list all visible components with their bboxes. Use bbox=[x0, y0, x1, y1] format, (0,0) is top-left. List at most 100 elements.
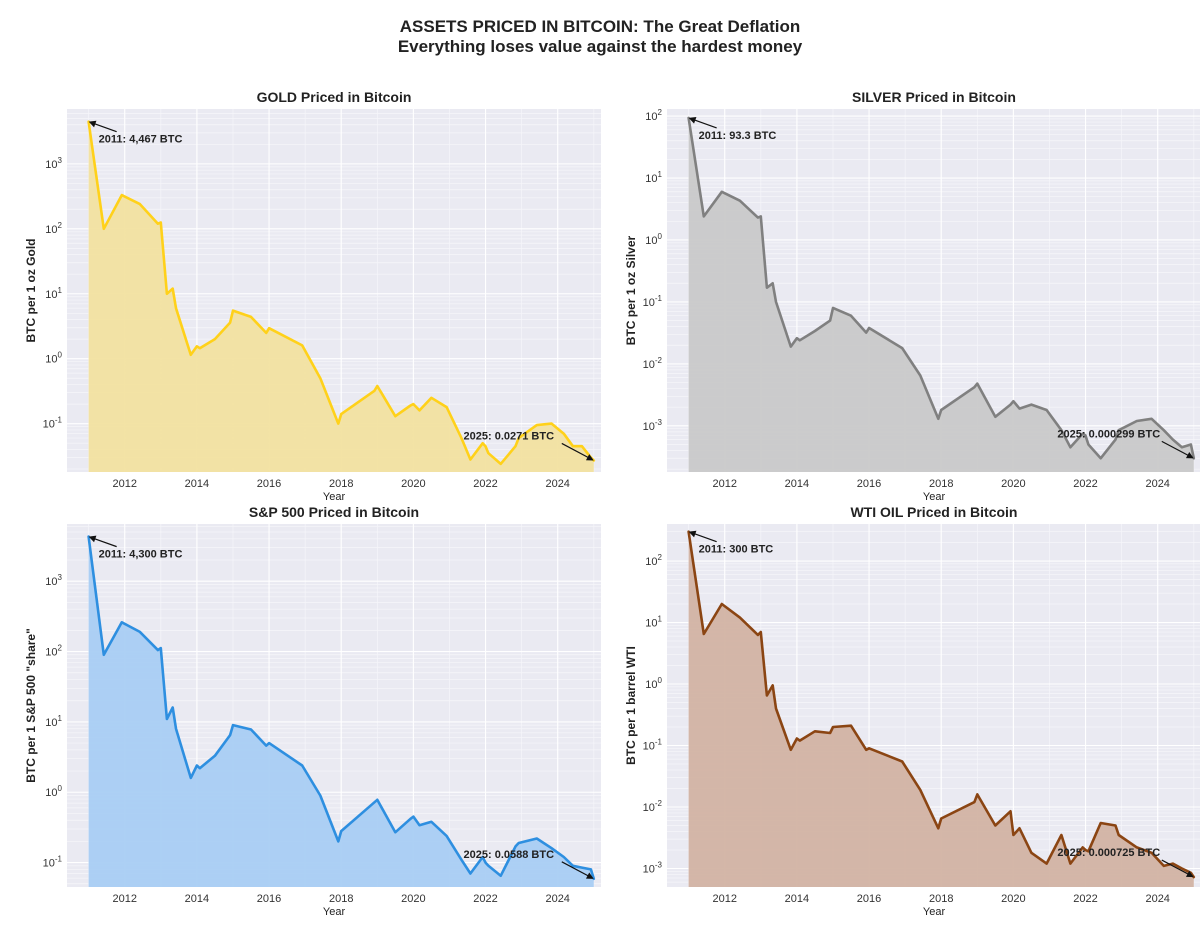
annotations: 2011: 4,467 BTC 2025: 0.0271 BTC bbox=[88, 120, 594, 461]
y-tick-exponent: 2 bbox=[658, 553, 663, 562]
chart-title: SILVER Priced in Bitcoin bbox=[852, 89, 1016, 105]
x-tick-label: 2014 bbox=[785, 478, 809, 490]
y-tick-label: 10-2 bbox=[643, 356, 663, 371]
y-tick-base: 10 bbox=[45, 224, 57, 236]
annotation-arrow bbox=[1161, 440, 1193, 458]
x-tick-label: 2022 bbox=[1073, 893, 1097, 905]
y-tick-base: 10 bbox=[643, 297, 655, 309]
annotation-arrow bbox=[561, 861, 593, 879]
oil-chart: WTI OIL Priced in Bitcoin 2012 2014 2016 201… bbox=[624, 504, 1200, 918]
y-tick-exponent: 1 bbox=[58, 714, 63, 723]
y-tick-base: 10 bbox=[645, 618, 657, 630]
silver-chart: SILVER Priced in Bitcoin 2012 2014 2016 2018… bbox=[624, 89, 1200, 503]
y-tick-base: 10 bbox=[645, 111, 657, 123]
x-tick-label: 2012 bbox=[712, 893, 736, 905]
annotation-arrowhead bbox=[88, 120, 97, 128]
y-tick-exponent: 0 bbox=[658, 232, 663, 241]
y-tick-exponent: -3 bbox=[655, 860, 663, 869]
x-tick-label: 2014 bbox=[185, 893, 209, 905]
y-tick-label: 100 bbox=[45, 351, 62, 366]
annotation-label: 2025: 0.000299 BTC bbox=[1057, 428, 1160, 440]
y-tick-label: 102 bbox=[45, 221, 62, 236]
series-area bbox=[88, 121, 594, 472]
chart-title: GOLD Priced in Bitcoin bbox=[257, 89, 412, 105]
x-tick-label: 2020 bbox=[401, 893, 425, 905]
y-axis-label: BTC per 1 S&P 500 "share" bbox=[24, 628, 38, 783]
x-tick-label: 2016 bbox=[257, 893, 281, 905]
annotation-label: 2011: 300 BTC bbox=[699, 544, 774, 556]
x-tick-label: 2016 bbox=[857, 478, 881, 490]
annotation-arrowhead bbox=[88, 535, 97, 543]
y-tick-exponent: 1 bbox=[658, 170, 663, 179]
y-tick-label: 102 bbox=[645, 108, 662, 123]
y-tick-exponent: -1 bbox=[655, 294, 663, 303]
x-tick-label: 2018 bbox=[329, 893, 353, 905]
x-tick-label: 2014 bbox=[185, 478, 209, 490]
y-tick-base: 10 bbox=[45, 647, 57, 659]
y-tick-base: 10 bbox=[643, 863, 655, 875]
y-tick-base: 10 bbox=[645, 556, 657, 568]
y-tick-exponent: -1 bbox=[55, 855, 63, 864]
y-tick-base: 10 bbox=[43, 858, 55, 870]
y-tick-label: 10-3 bbox=[643, 860, 663, 875]
x-tick-label: 2018 bbox=[929, 478, 953, 490]
annotation-label: 2011: 93.3 BTC bbox=[699, 130, 777, 142]
y-tick-exponent: 1 bbox=[658, 615, 663, 624]
annotations: 2011: 93.3 BTC 2025: 0.000299 BTC bbox=[688, 116, 1194, 459]
annotation-arrow bbox=[561, 442, 593, 461]
chart-title: WTI OIL Priced in Bitcoin bbox=[851, 504, 1018, 520]
y-tick-label: 102 bbox=[45, 644, 62, 659]
x-tick-label: 2016 bbox=[257, 478, 281, 490]
x-tick-label: 2024 bbox=[545, 478, 569, 490]
x-tick-label: 2014 bbox=[785, 893, 809, 905]
y-tick-base: 10 bbox=[43, 419, 55, 431]
y-tick-base: 10 bbox=[645, 235, 657, 247]
annotation-arrowhead bbox=[688, 530, 697, 538]
x-axis-label: Year bbox=[323, 906, 346, 918]
figure-title: ASSETS PRICED IN BITCOIN: The Great Defl… bbox=[399, 17, 801, 36]
x-tick-label: 2016 bbox=[857, 893, 881, 905]
y-tick-exponent: -2 bbox=[655, 356, 663, 365]
y-tick-base: 10 bbox=[45, 787, 57, 799]
series bbox=[87, 535, 596, 887]
y-tick-label: 101 bbox=[645, 615, 662, 630]
y-tick-exponent: 1 bbox=[58, 286, 63, 295]
y-tick-label: 101 bbox=[645, 170, 662, 185]
series bbox=[87, 120, 596, 472]
y-tick-exponent: -3 bbox=[655, 418, 663, 427]
y-tick-base: 10 bbox=[45, 576, 57, 588]
annotation-arrowhead bbox=[1185, 451, 1194, 459]
x-tick-label: 2020 bbox=[1001, 478, 1025, 490]
chart-title: S&P 500 Priced in Bitcoin bbox=[249, 504, 419, 520]
y-tick-exponent: -2 bbox=[655, 799, 663, 808]
annotation-label: 2025: 0.000725 BTC bbox=[1057, 847, 1160, 859]
series-area bbox=[688, 531, 1194, 887]
y-tick-base: 10 bbox=[643, 359, 655, 371]
y-tick-exponent: 3 bbox=[58, 573, 63, 582]
x-tick-label: 2012 bbox=[112, 478, 136, 490]
y-tick-exponent: 2 bbox=[658, 108, 663, 117]
y-tick-label: 101 bbox=[45, 286, 62, 301]
series bbox=[687, 116, 1196, 472]
annotation-label: 2011: 4,300 BTC bbox=[99, 549, 183, 561]
series bbox=[687, 530, 1196, 887]
y-tick-label: 100 bbox=[45, 784, 62, 799]
y-tick-exponent: 2 bbox=[58, 221, 63, 230]
annotation-arrowhead bbox=[688, 116, 697, 124]
y-tick-label: 100 bbox=[645, 232, 662, 247]
y-tick-base: 10 bbox=[643, 741, 655, 753]
y-tick-exponent: 3 bbox=[58, 156, 63, 165]
annotation-arrowhead bbox=[585, 454, 594, 461]
y-tick-base: 10 bbox=[643, 421, 655, 433]
series-line bbox=[687, 116, 1196, 460]
y-tick-label: 102 bbox=[645, 553, 662, 568]
y-tick-label: 10-1 bbox=[643, 294, 663, 309]
x-tick-label: 2024 bbox=[545, 893, 569, 905]
y-tick-exponent: -1 bbox=[655, 738, 663, 747]
y-tick-label: 10-1 bbox=[43, 416, 63, 431]
series-area bbox=[688, 117, 1194, 472]
y-tick-label: 103 bbox=[45, 573, 62, 588]
y-tick-label: 103 bbox=[45, 156, 62, 171]
x-tick-label: 2024 bbox=[1145, 478, 1169, 490]
x-axis-label: Year bbox=[323, 491, 346, 503]
